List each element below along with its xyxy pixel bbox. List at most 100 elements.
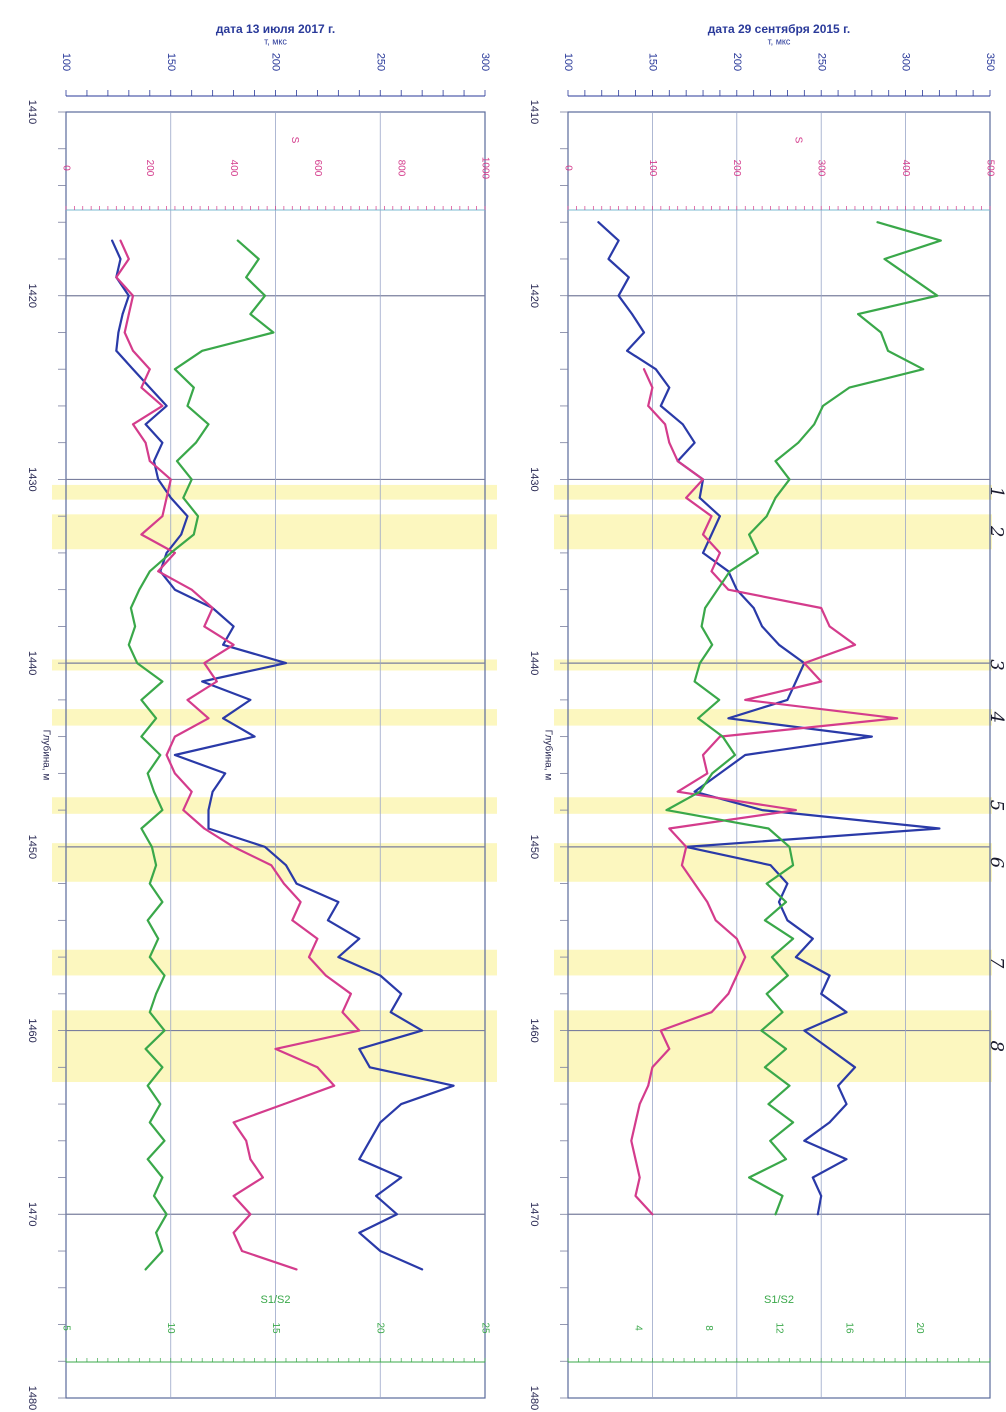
interval-band-4 <box>52 709 497 726</box>
data-point-S1S2 <box>665 809 668 812</box>
data-point-t <box>165 405 168 407</box>
s1s2-tick-label: 25 <box>479 1322 490 1334</box>
s-axis-label: S <box>792 137 803 144</box>
data-point-t <box>727 717 730 720</box>
data-point-S1S2 <box>704 607 707 609</box>
data-point-S1S2 <box>711 772 714 775</box>
interval-marker-6: 6 <box>986 857 1006 868</box>
data-point-S1S2 <box>148 570 151 573</box>
data-point-S <box>630 1139 633 1142</box>
data-point-S <box>262 1176 264 1179</box>
data-point-S1S2 <box>182 496 185 499</box>
data-point-S <box>148 368 151 371</box>
data-point-S1S2 <box>936 294 939 297</box>
data-point-S1S2 <box>887 349 889 352</box>
data-point-t <box>186 515 189 518</box>
t-tick-label: 200 <box>731 53 743 71</box>
data-point-t <box>693 441 696 444</box>
data-point-S <box>710 515 713 518</box>
data-point-S1S2 <box>765 515 768 518</box>
data-point-S1S2 <box>134 625 137 628</box>
data-point-t <box>845 1158 848 1161</box>
data-point-t <box>854 1066 856 1069</box>
data-point-t <box>681 423 684 426</box>
data-point-S1S2 <box>197 515 199 518</box>
data-point-S1S2 <box>792 864 794 867</box>
data-point-S1S2 <box>716 588 719 591</box>
data-point-S1S2 <box>153 790 155 793</box>
data-point-S1S2 <box>207 423 210 426</box>
data-point-S1S2 <box>165 1213 168 1216</box>
data-point-S1S2 <box>130 607 132 609</box>
data-point-S <box>685 496 688 499</box>
data-point-S <box>140 386 143 389</box>
data-point-t <box>285 864 287 867</box>
depth-tick-label: 1470 <box>528 1202 540 1226</box>
data-point-t <box>337 956 340 958</box>
data-point-S <box>735 937 738 940</box>
data-point-S <box>144 441 147 444</box>
data-point-S <box>735 974 738 977</box>
data-point-S <box>132 294 134 297</box>
data-point-S1S2 <box>769 1139 772 1142</box>
depth-tick-label: 1450 <box>26 835 38 859</box>
interval-marker-3: 3 <box>986 659 1006 670</box>
s1s2-axis-label: S1/S2 <box>764 1294 794 1306</box>
depth-tick-label: 1430 <box>528 467 540 491</box>
data-point-S <box>647 1084 650 1087</box>
data-point-S1S2 <box>797 441 800 444</box>
s1s2-tick-label: 15 <box>270 1322 281 1334</box>
data-point-S <box>161 515 164 518</box>
data-point-t <box>400 992 403 995</box>
data-point-S1S2 <box>848 386 851 389</box>
data-point-S <box>638 1176 641 1179</box>
t-tick-label: 200 <box>270 53 282 71</box>
data-point-t <box>744 754 747 756</box>
data-point-t <box>626 349 628 352</box>
data-point-t <box>786 698 789 701</box>
data-point-S1S2 <box>161 809 164 812</box>
data-point-S1S2 <box>159 754 162 756</box>
data-point-t <box>803 1029 806 1032</box>
data-point-t <box>845 1011 848 1014</box>
data-point-t <box>794 680 797 683</box>
data-point-t <box>207 827 210 830</box>
data-point-S <box>299 901 302 903</box>
data-point-S1S2 <box>157 937 160 940</box>
data-point-S <box>664 423 666 426</box>
interval-band-2 <box>52 514 497 550</box>
data-point-t <box>803 1139 806 1142</box>
data-point-t <box>174 588 176 591</box>
data-point-S1S2 <box>264 294 266 297</box>
depth-axis-label: Глубина, м <box>40 730 52 781</box>
data-point-t <box>389 1011 392 1014</box>
data-point-S1S2 <box>155 992 157 995</box>
data-point-S <box>358 1029 361 1032</box>
data-point-S1S2 <box>127 643 130 646</box>
data-point-t <box>654 368 657 371</box>
t-tick-label: 150 <box>646 53 658 71</box>
depth-tick-label: 1460 <box>528 1018 540 1042</box>
data-point-S <box>651 1066 654 1069</box>
data-point-t <box>820 992 823 995</box>
data-point-t <box>845 1103 848 1105</box>
s-tick-label: 0 <box>562 165 573 171</box>
data-point-S1S2 <box>249 313 252 315</box>
data-point-S <box>295 1268 298 1271</box>
data-point-S <box>249 1213 252 1216</box>
data-point-S <box>182 809 185 812</box>
t-tick-label: 150 <box>165 53 177 71</box>
data-point-S <box>249 1158 252 1161</box>
data-point-t <box>698 496 701 499</box>
data-point-t <box>702 552 704 554</box>
data-point-S1S2 <box>155 864 157 867</box>
data-point-S <box>719 552 721 554</box>
data-point-S <box>232 1195 235 1197</box>
data-point-t <box>379 974 382 977</box>
data-point-S <box>341 1011 344 1014</box>
data-point-S <box>232 643 235 646</box>
data-point-S <box>127 258 130 260</box>
data-point-S1S2 <box>136 662 139 665</box>
data-point-S1S2 <box>148 882 151 885</box>
